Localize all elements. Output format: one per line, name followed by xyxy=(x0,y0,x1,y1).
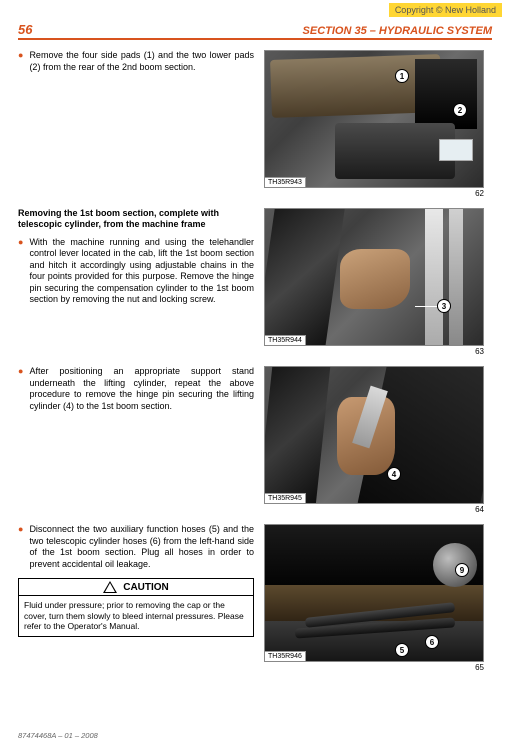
figure-number: 63 xyxy=(264,347,484,356)
subheading: Removing the 1st boom section, complete … xyxy=(18,208,254,231)
page-number: 56 xyxy=(18,22,32,37)
callout-marker: 4 xyxy=(387,467,401,481)
caution-label: CAUTION xyxy=(123,582,169,593)
bullet-item: ● After positioning an appropriate suppo… xyxy=(18,366,254,412)
page-header: 56 SECTION 35 – HYDRAULIC SYSTEM xyxy=(18,22,492,40)
figure-tag: TH35R943 xyxy=(265,177,306,187)
callout-marker: 9 xyxy=(455,563,469,577)
figure: 1 2 TH35R943 xyxy=(264,50,484,188)
text-column: ● After positioning an appropriate suppo… xyxy=(18,366,254,514)
bullet-item: ● Remove the four side pads (1) and the … xyxy=(18,50,254,73)
figure-column: 3 TH35R944 63 xyxy=(264,208,484,356)
bullet-item: ● Disconnect the two auxiliary function … xyxy=(18,524,254,570)
footer: 87474468A – 01 – 2008 xyxy=(18,731,98,740)
figure: 5 6 9 TH35R946 xyxy=(264,524,484,662)
bullet-dot: ● xyxy=(18,50,23,73)
content-row: ● Remove the four side pads (1) and the … xyxy=(18,50,492,198)
callout-marker: 3 xyxy=(437,299,451,313)
figure-column: 4 TH35R945 64 xyxy=(264,366,484,514)
bullet-text: After positioning an appropriate support… xyxy=(29,366,254,412)
figure-number: 64 xyxy=(264,505,484,514)
callout-marker: 6 xyxy=(425,635,439,649)
bullet-text: Remove the four side pads (1) and the tw… xyxy=(29,50,254,73)
text-column: ● Disconnect the two auxiliary function … xyxy=(18,524,254,672)
text-column: ● Remove the four side pads (1) and the … xyxy=(18,50,254,198)
warning-icon xyxy=(103,581,117,593)
bullet-dot: ● xyxy=(18,237,23,306)
callout-marker: 2 xyxy=(453,103,467,117)
callout-marker: 1 xyxy=(395,69,409,83)
bullet-text: With the machine running and using the t… xyxy=(29,237,254,306)
figure-tag: TH35R945 xyxy=(265,493,306,503)
caution-box: CAUTION Fluid under pressure; prior to r… xyxy=(18,578,254,637)
figure-column: 5 6 9 TH35R946 65 xyxy=(264,524,484,672)
content-row: ● After positioning an appropriate suppo… xyxy=(18,366,492,514)
text-column: Removing the 1st boom section, complete … xyxy=(18,208,254,356)
page: 56 SECTION 35 – HYDRAULIC SYSTEM ● Remov… xyxy=(0,0,510,692)
bullet-dot: ● xyxy=(18,524,23,570)
bullet-dot: ● xyxy=(18,366,23,412)
figure-tag: TH35R946 xyxy=(265,651,306,661)
figure-number: 65 xyxy=(264,663,484,672)
content-row: Removing the 1st boom section, complete … xyxy=(18,208,492,356)
figure: 3 TH35R944 xyxy=(264,208,484,346)
callout-marker: 5 xyxy=(395,643,409,657)
figure-tag: TH35R944 xyxy=(265,335,306,345)
bullet-text: Disconnect the two auxiliary function ho… xyxy=(29,524,254,570)
figure-column: 1 2 TH35R943 62 xyxy=(264,50,484,198)
copyright-tag: Copyright © New Holland xyxy=(389,3,502,17)
bullet-item: ● With the machine running and using the… xyxy=(18,237,254,306)
caution-body: Fluid under pressure; prior to removing … xyxy=(18,595,254,637)
figure-number: 62 xyxy=(264,189,484,198)
content-row: ● Disconnect the two auxiliary function … xyxy=(18,524,492,672)
section-title: SECTION 35 – HYDRAULIC SYSTEM xyxy=(303,25,492,37)
figure: 4 TH35R945 xyxy=(264,366,484,504)
caution-header: CAUTION xyxy=(18,578,254,595)
